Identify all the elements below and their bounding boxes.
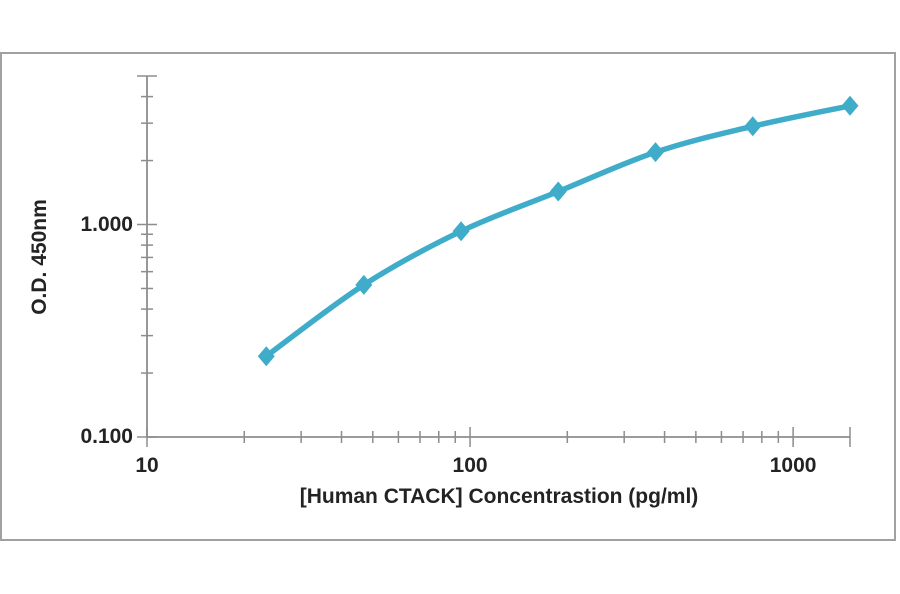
data-point-marker	[549, 181, 567, 202]
x-tick-label: 100	[452, 454, 488, 477]
standard-curve-line	[263, 103, 853, 359]
y-tick-label: 0.100	[80, 425, 133, 448]
x-tick-label: 1000	[769, 454, 817, 477]
data-point-marker	[452, 221, 470, 242]
data-point-marker	[647, 142, 665, 163]
y-axis-title: O.D. 450nm	[28, 199, 51, 315]
data-point-marker	[841, 95, 859, 116]
data-point-marker	[355, 274, 373, 295]
chart-frame-border	[0, 52, 896, 541]
y-tick-label: 1.000	[80, 212, 133, 236]
x-tick-label: 10	[135, 454, 159, 477]
data-point-marker	[257, 346, 275, 367]
data-point-marker	[744, 116, 762, 137]
x-axis-title: [Human CTACK] Concentrastion (pg/ml)	[299, 485, 699, 508]
